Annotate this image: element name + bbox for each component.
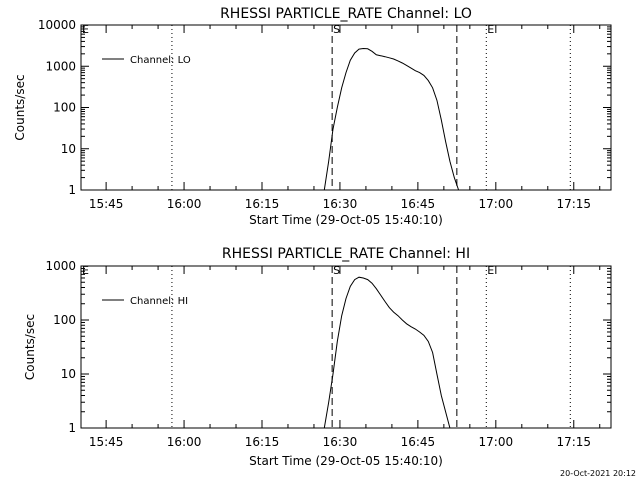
chart1-title: RHESSI PARTICLE_RATE Channel: LO bbox=[220, 6, 472, 22]
footer-timestamp: 20-Oct-2021 20:12 bbox=[560, 469, 636, 478]
chart1-legend-label: Channel: LO bbox=[130, 55, 191, 66]
chart1-ylabel: Counts/sec bbox=[13, 74, 27, 140]
chart1-ytick-label: 100 bbox=[53, 101, 76, 115]
chart2-series-1-line bbox=[323, 276, 451, 429]
chart1-xtick-label: 16:30 bbox=[323, 197, 358, 211]
chart2-xlabel: Start Time (29-Oct-05 15:40:10) bbox=[249, 454, 443, 468]
chart2-ylabel: Counts/sec bbox=[23, 314, 37, 380]
chart2-xtick-label: 17:00 bbox=[479, 435, 514, 449]
chart2-ytick-label: 1000 bbox=[45, 259, 76, 273]
chart2-xtick-label: 16:45 bbox=[401, 435, 436, 449]
chart2-xtick-label: 16:30 bbox=[323, 435, 358, 449]
chart2-marker-label-e: E bbox=[487, 264, 494, 277]
chart2-plot-frame bbox=[80, 265, 612, 429]
chart1-marker-label-e: E bbox=[487, 23, 494, 36]
chart1-frame-corner-mark: E bbox=[82, 23, 89, 36]
chart1-ytick-label: 1000 bbox=[45, 59, 76, 73]
chart1-xtick-label: 17:15 bbox=[556, 197, 591, 211]
chart2-ytick-label: 10 bbox=[61, 367, 76, 381]
chart2-ytick-label: 100 bbox=[53, 313, 76, 327]
chart1-xtick-label: 16:15 bbox=[245, 197, 280, 211]
chart1-xlabel: Start Time (29-Oct-05 15:40:10) bbox=[249, 213, 443, 227]
chart1-ytick-label: 10000 bbox=[38, 18, 76, 32]
chart2-xtick-label: 17:15 bbox=[556, 435, 591, 449]
chart2-ytick-label: 1 bbox=[68, 421, 76, 435]
chart2-xtick-label: 16:15 bbox=[245, 435, 280, 449]
chart1-xtick-label: 16:45 bbox=[401, 197, 436, 211]
chart2-title: RHESSI PARTICLE_RATE Channel: HI bbox=[222, 246, 470, 262]
chart1-marker-label-s: S bbox=[333, 23, 340, 36]
chart2-frame-corner-mark: E bbox=[82, 264, 89, 277]
chart1-xtick-label: 16:00 bbox=[167, 197, 202, 211]
chart1-series-1-line bbox=[323, 47, 463, 191]
chart2-xtick-label: 15:45 bbox=[89, 435, 124, 449]
chart1-ytick-label: 10 bbox=[61, 142, 76, 156]
chart1-ytick-label: 1 bbox=[68, 183, 76, 197]
chart2-marker-label-s: S bbox=[333, 264, 340, 277]
chart2-legend-label: Channel: HI bbox=[130, 296, 188, 307]
chart1-xtick-label: 17:00 bbox=[479, 197, 514, 211]
chart1-xtick-label: 15:45 bbox=[89, 197, 124, 211]
chart2-xtick-label: 16:00 bbox=[167, 435, 202, 449]
